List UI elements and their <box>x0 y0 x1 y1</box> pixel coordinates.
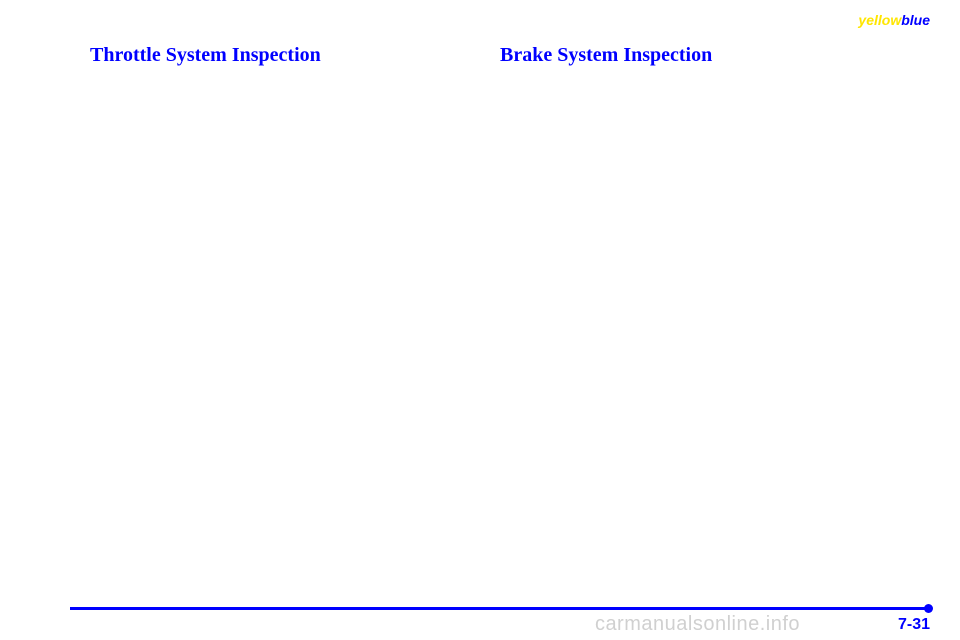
right-heading: Brake System Inspection <box>500 44 870 67</box>
page-number: 7-31 <box>898 616 930 634</box>
brand-part-1: yellow <box>858 12 901 28</box>
watermark: carmanualsonline.info <box>595 613 800 636</box>
header-brand: yellowblue <box>858 12 930 28</box>
brand-part-2: blue <box>901 12 930 28</box>
content-columns: Throttle System Inspection Brake System … <box>90 44 870 67</box>
footer-rule <box>70 607 930 610</box>
left-column: Throttle System Inspection <box>90 44 460 67</box>
right-column: Brake System Inspection <box>500 44 870 67</box>
left-heading: Throttle System Inspection <box>90 44 460 67</box>
